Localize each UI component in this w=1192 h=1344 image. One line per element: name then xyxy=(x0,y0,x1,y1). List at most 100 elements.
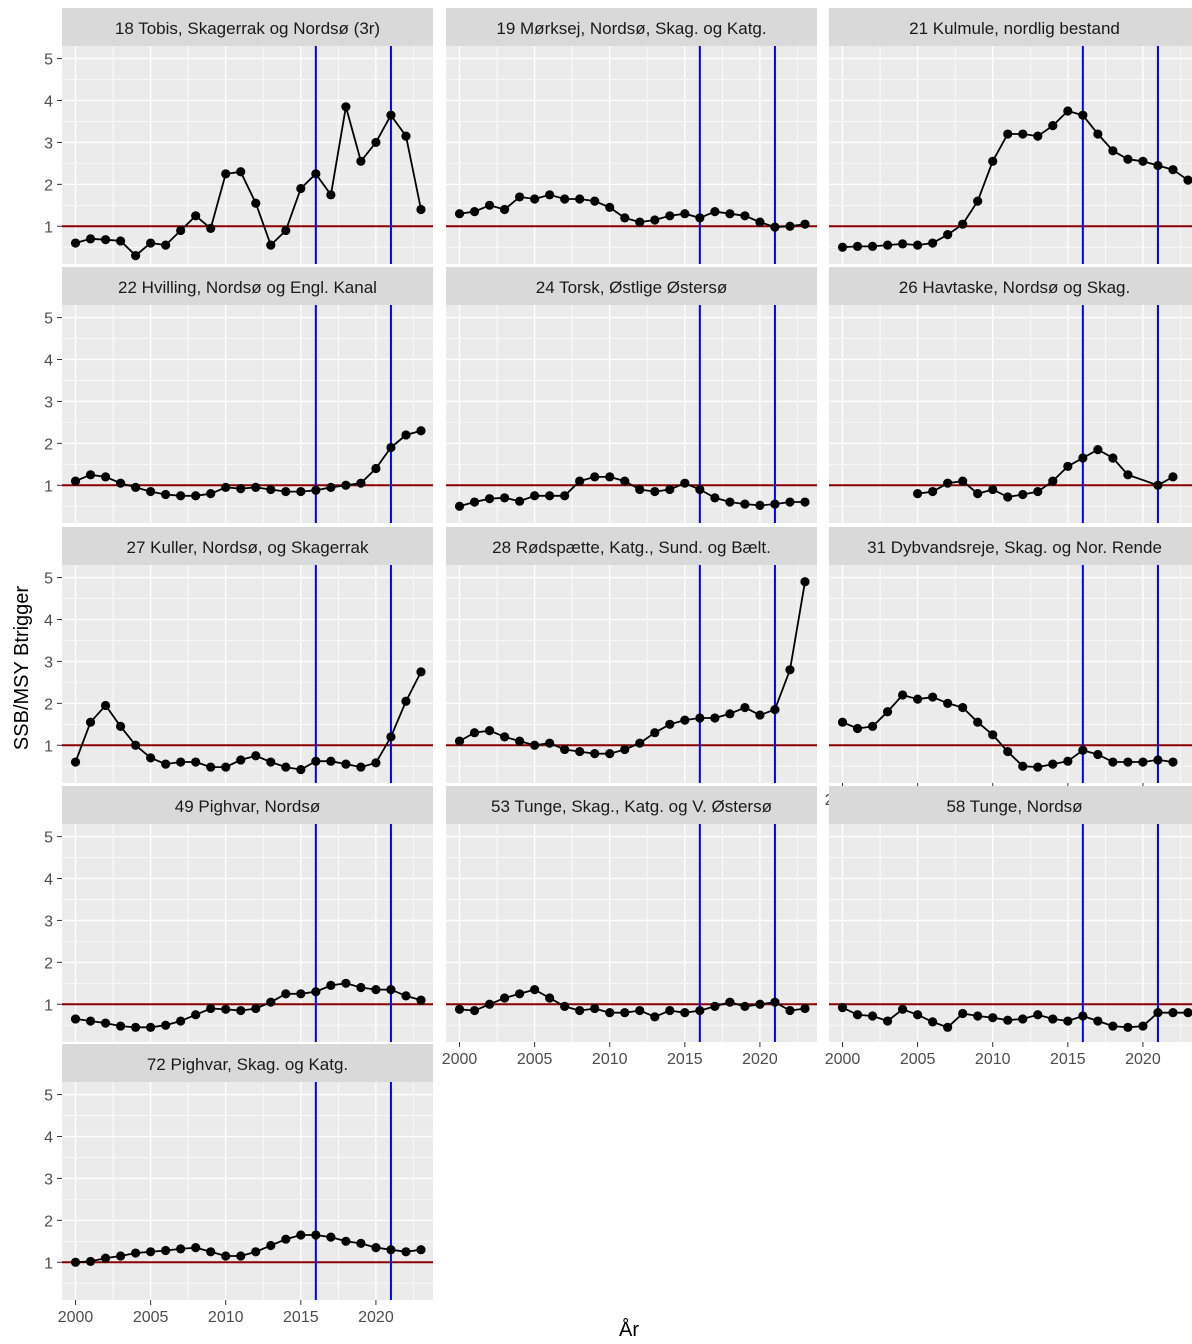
data-point xyxy=(1078,453,1088,463)
data-point xyxy=(85,234,96,244)
data-point xyxy=(710,206,720,217)
data-point xyxy=(1108,1021,1118,1031)
data-point xyxy=(1048,476,1058,486)
data-point xyxy=(837,1003,848,1013)
data-point xyxy=(161,489,171,500)
facet-strip xyxy=(829,786,1192,824)
data-point xyxy=(341,1236,351,1246)
facet-panel: 24 Torsk, Østlige Østersø xyxy=(446,267,817,523)
data-point xyxy=(266,240,276,250)
panel-background xyxy=(829,46,1192,264)
data-point xyxy=(176,1244,186,1254)
facet-title: 24 Torsk, Østlige Østersø xyxy=(536,278,727,297)
facet-title: 27 Kuller, Nordsø, og Skagerrak xyxy=(127,538,369,557)
panel-background xyxy=(62,824,433,1042)
data-point xyxy=(206,223,216,233)
facet-strip xyxy=(446,786,817,824)
data-point xyxy=(755,710,765,720)
y-tick-label: 3 xyxy=(44,913,53,930)
data-point xyxy=(130,740,141,750)
data-point xyxy=(311,485,321,495)
data-point xyxy=(469,1005,480,1016)
data-point xyxy=(176,491,186,501)
data-point xyxy=(1138,156,1148,166)
data-point xyxy=(371,463,381,474)
facet-title: 18 Tobis, Skagerrak og Nordsø (3r) xyxy=(115,19,380,38)
data-point xyxy=(326,756,336,766)
data-point xyxy=(928,486,938,497)
data-point xyxy=(1153,1008,1163,1018)
data-point xyxy=(545,491,555,501)
data-point xyxy=(680,715,690,725)
data-point xyxy=(755,500,765,510)
data-point xyxy=(499,493,510,503)
data-point xyxy=(70,238,81,248)
x-tick-label: 2020 xyxy=(358,1309,394,1326)
data-point xyxy=(1123,1022,1133,1032)
data-point xyxy=(605,202,615,213)
data-point xyxy=(236,167,246,177)
data-point xyxy=(1018,1014,1028,1024)
data-point xyxy=(326,980,336,991)
data-point xyxy=(1183,1008,1192,1018)
data-point xyxy=(454,736,465,746)
data-point xyxy=(1063,461,1073,472)
data-point xyxy=(1108,757,1118,767)
data-point xyxy=(913,1010,923,1020)
data-point xyxy=(356,762,366,772)
data-point xyxy=(620,213,630,223)
data-point xyxy=(755,217,765,227)
facet-panels: 18 Tobis, Skagerrak og Nordsø (3r)123451… xyxy=(44,8,1192,1326)
data-point xyxy=(620,1008,630,1018)
data-point xyxy=(1003,492,1013,502)
data-point xyxy=(1183,175,1192,185)
data-point xyxy=(635,738,645,748)
panel-background xyxy=(446,824,817,1042)
data-point xyxy=(454,501,465,511)
data-point xyxy=(665,719,675,729)
data-point xyxy=(958,1008,968,1019)
data-point xyxy=(341,978,351,988)
data-point xyxy=(70,1014,81,1024)
data-point xyxy=(928,238,938,248)
data-point xyxy=(251,482,261,492)
data-point xyxy=(605,1008,615,1018)
facet-strip xyxy=(62,786,433,824)
data-point xyxy=(281,762,291,772)
data-point xyxy=(371,984,381,995)
data-point xyxy=(1168,165,1178,175)
y-tick-label: 2 xyxy=(44,955,53,972)
data-point xyxy=(191,757,201,767)
data-point xyxy=(266,1240,276,1251)
data-point xyxy=(560,491,570,501)
data-point xyxy=(221,1251,231,1261)
data-point xyxy=(725,209,735,219)
data-point xyxy=(635,484,645,495)
data-point xyxy=(191,491,201,501)
data-point xyxy=(530,491,540,501)
data-point xyxy=(85,470,96,480)
data-point xyxy=(371,137,381,148)
x-axis-title: År xyxy=(619,1318,639,1341)
data-point xyxy=(416,204,426,215)
data-point xyxy=(236,1251,246,1261)
data-point xyxy=(70,757,81,767)
data-point xyxy=(988,1013,998,1023)
data-point xyxy=(311,169,321,179)
data-point xyxy=(590,472,600,482)
y-tick-label: 1 xyxy=(44,997,53,1014)
data-point xyxy=(296,764,306,775)
data-point xyxy=(70,1257,81,1267)
data-point xyxy=(897,690,908,700)
data-point xyxy=(837,242,848,252)
data-point xyxy=(635,217,645,227)
facet-strip xyxy=(446,527,817,565)
x-tick-label: 2000 xyxy=(825,1051,861,1068)
data-point xyxy=(560,194,570,204)
data-point xyxy=(710,1001,720,1011)
data-point xyxy=(401,430,411,440)
facet-title: 19 Mørksej, Nordsø, Skag. og Katg. xyxy=(496,19,766,38)
data-point xyxy=(371,1242,381,1253)
y-tick-label: 3 xyxy=(44,1171,53,1188)
data-point xyxy=(115,1021,126,1031)
